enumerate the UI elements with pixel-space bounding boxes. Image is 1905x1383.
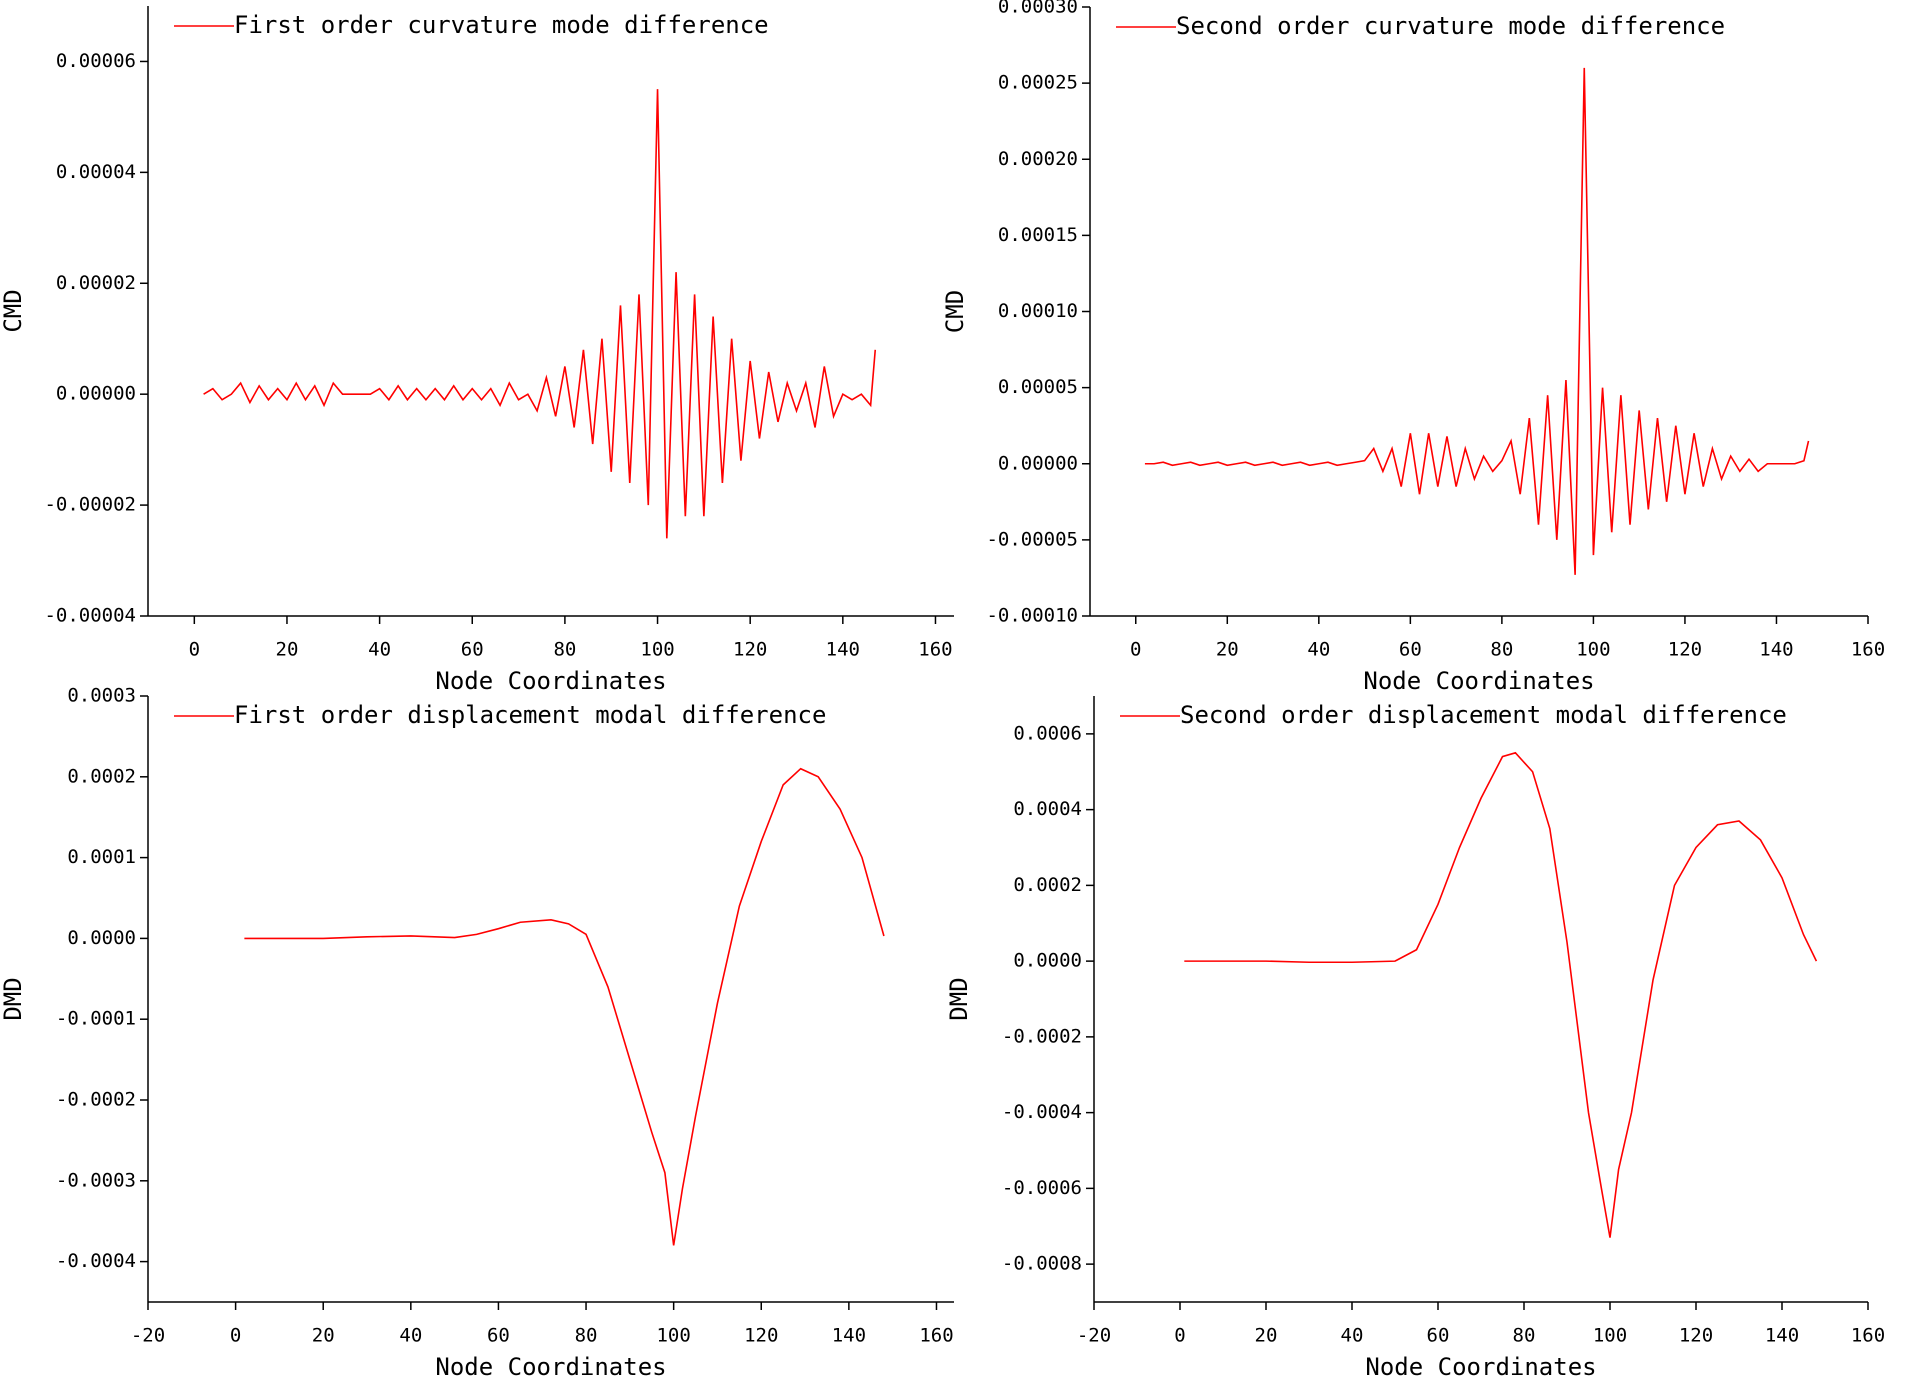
legend-label: First order displacement modal differenc…	[234, 701, 826, 729]
y-tick-label: 0.00000	[998, 452, 1078, 474]
y-tick-label: 0.00010	[998, 300, 1078, 322]
y-tick-label: -0.00002	[44, 494, 136, 516]
x-tick-label: 0	[1130, 639, 1141, 661]
x-tick-label: 120	[744, 1325, 778, 1347]
y-tick-label: -0.00004	[44, 605, 136, 627]
data-line	[1144, 67, 1810, 575]
x-tick-label: 140	[1759, 639, 1793, 661]
x-tick-label: 160	[918, 639, 952, 661]
data-line	[203, 89, 877, 539]
legend-label: Second order displacement modal differen…	[1180, 701, 1787, 729]
y-tick-label: 0.0003	[67, 685, 136, 707]
y-tick-label: 0.00002	[56, 272, 136, 294]
x-tick-label: 160	[919, 1325, 953, 1347]
y-tick-label: 0.00005	[998, 376, 1078, 398]
y-tick-label: 0.00025	[998, 72, 1078, 94]
y-tick-label: -0.00010	[986, 605, 1078, 627]
y-tick-label: 0.0001	[67, 846, 136, 868]
x-tick-label: 100	[1576, 639, 1610, 661]
y-tick-label: -0.0004	[56, 1250, 136, 1272]
y-tick-label: 0.0004	[1013, 798, 1082, 820]
x-tick-label: 80	[1513, 1325, 1536, 1347]
y-tick-label: 0.00000	[56, 383, 136, 405]
y-tick-label: -0.00005	[986, 528, 1078, 550]
x-tick-label: -20	[1077, 1325, 1111, 1347]
y-tick-label: 0.00030	[998, 0, 1078, 18]
y-tick-label: -0.0008	[1002, 1253, 1082, 1275]
x-tick-label: 160	[1851, 639, 1885, 661]
x-tick-label: 20	[276, 639, 299, 661]
x-tick-label: 20	[1255, 1325, 1278, 1347]
x-tick-label: 120	[1668, 639, 1702, 661]
y-axis-label: CMD	[0, 289, 27, 332]
y-tick-label: 0.0000	[1013, 950, 1082, 972]
x-tick-label: 0	[189, 639, 200, 661]
x-tick-label: 40	[1307, 639, 1330, 661]
y-tick-label: -0.0006	[1002, 1177, 1082, 1199]
x-tick-label: 20	[1216, 639, 1239, 661]
y-tick-label: 0.00015	[998, 224, 1078, 246]
x-tick-label: 100	[656, 1325, 690, 1347]
data-line	[244, 767, 885, 1246]
x-tick-label: 40	[1341, 1325, 1364, 1347]
x-tick-label: 100	[640, 639, 674, 661]
y-tick-label: -0.0001	[56, 1008, 136, 1030]
x-tick-label: 140	[1765, 1325, 1799, 1347]
x-tick-label: 120	[733, 639, 767, 661]
y-tick-label: 0.0002	[1013, 874, 1082, 896]
x-tick-label: 160	[1851, 1325, 1885, 1347]
x-tick-label: 60	[461, 639, 484, 661]
x-tick-label: 120	[1679, 1325, 1713, 1347]
legend-label: Second order curvature mode difference	[1176, 12, 1725, 40]
x-tick-label: 60	[1399, 639, 1422, 661]
x-tick-label: 0	[1174, 1325, 1185, 1347]
x-tick-label: 40	[368, 639, 391, 661]
y-tick-label: -0.0004	[1002, 1101, 1082, 1123]
x-tick-label: 80	[1490, 639, 1513, 661]
x-tick-label: 60	[487, 1325, 510, 1347]
y-tick-label: 0.0000	[67, 927, 136, 949]
y-tick-label: 0.00004	[56, 161, 136, 183]
x-tick-label: 40	[399, 1325, 422, 1347]
legend-label: First order curvature mode difference	[234, 11, 769, 39]
x-tick-label: 0	[230, 1325, 241, 1347]
x-tick-label: 60	[1427, 1325, 1450, 1347]
y-tick-label: 0.0002	[67, 765, 136, 787]
x-tick-label: 100	[1593, 1325, 1627, 1347]
y-tick-label: 0.00020	[998, 148, 1078, 170]
y-axis-label: DMD	[945, 977, 973, 1020]
y-axis-label: DMD	[0, 977, 27, 1020]
x-tick-label: 20	[312, 1325, 335, 1347]
y-tick-label: 0.00006	[56, 50, 136, 72]
x-axis-label: Node Coordinates	[435, 1353, 666, 1381]
y-tick-label: 0.0006	[1013, 722, 1082, 744]
y-axis-label: CMD	[941, 290, 969, 333]
data-line	[1184, 751, 1818, 1238]
x-tick-label: 80	[553, 639, 576, 661]
x-tick-label: 140	[832, 1325, 866, 1347]
x-tick-label: 80	[575, 1325, 598, 1347]
x-tick-label: -20	[131, 1325, 165, 1347]
x-axis-label: Node Coordinates	[435, 667, 666, 695]
x-tick-label: 140	[826, 639, 860, 661]
y-tick-label: -0.0003	[56, 1169, 136, 1191]
x-axis-label: Node Coordinates	[1363, 667, 1594, 695]
y-tick-label: -0.0002	[56, 1089, 136, 1111]
y-tick-label: -0.0002	[1002, 1025, 1082, 1047]
x-axis-label: Node Coordinates	[1365, 1353, 1596, 1381]
